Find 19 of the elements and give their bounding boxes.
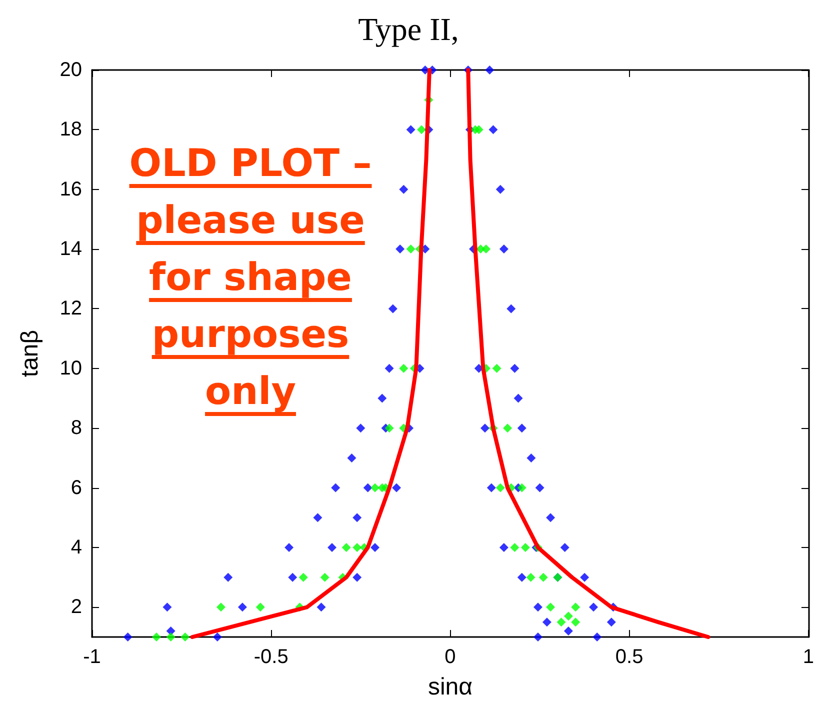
y-tick-label: 4 xyxy=(70,536,82,558)
y-tick-label: 18 xyxy=(60,118,82,141)
x-tick-label: 1 xyxy=(802,646,814,668)
y-tick-label: 12 xyxy=(60,298,82,320)
annotation: OLD PLOT – please use for shape purposes only xyxy=(128,140,373,415)
y-tick-label: 2 xyxy=(70,596,82,618)
y-tick-label: 8 xyxy=(70,417,82,440)
x-tick-label: 0 xyxy=(444,646,456,668)
y-tick-label: 16 xyxy=(60,178,82,200)
x-axis-title: sinα xyxy=(428,674,473,700)
x-tick-label: -1 xyxy=(83,646,101,668)
x-tick-label: -0.5 xyxy=(254,646,288,668)
chart-title: Type II, xyxy=(358,11,459,47)
y-axis-title: tanβ xyxy=(16,330,44,378)
y-tick-label: 10 xyxy=(60,357,82,380)
y-tick-label: 14 xyxy=(60,238,82,260)
x-tick-label: 0.5 xyxy=(615,646,644,668)
y-tick-label: 20 xyxy=(60,59,82,81)
y-tick-label: 6 xyxy=(70,476,82,499)
